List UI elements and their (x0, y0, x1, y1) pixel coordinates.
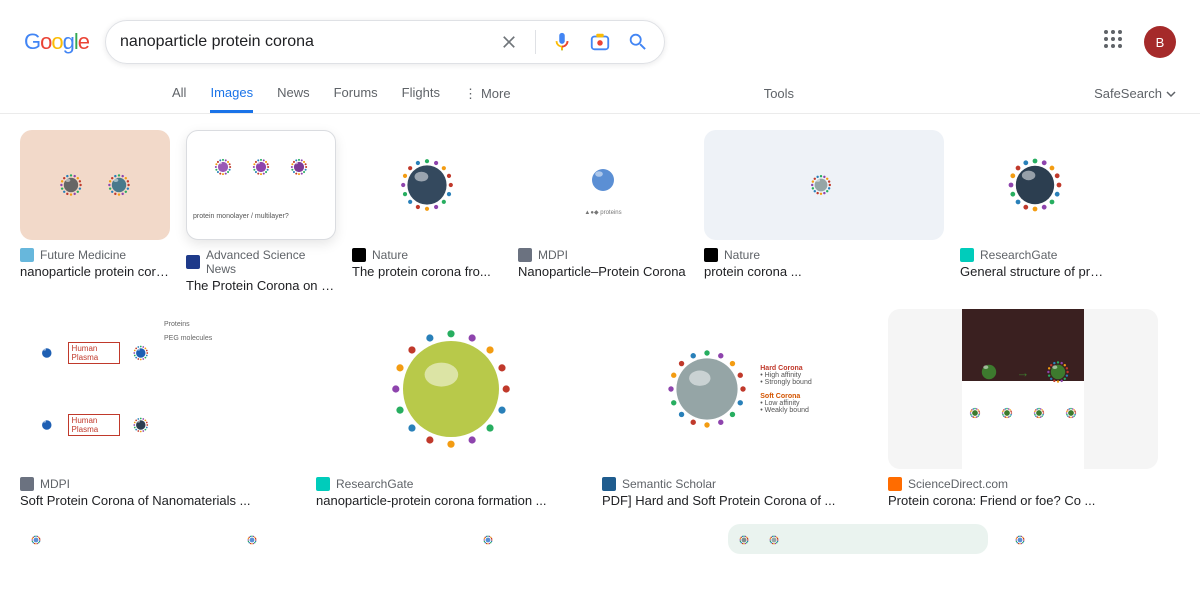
nav-tab-flights[interactable]: Flights (402, 75, 440, 113)
lens-icon[interactable] (588, 30, 612, 54)
result-title: PDF] Hard and Soft Protein Corona of ... (602, 493, 872, 508)
result-title: The protein corona fro... (352, 264, 502, 279)
result-source: ResearchGate (960, 248, 1110, 262)
image-result[interactable] (20, 524, 220, 554)
nav-tab-all[interactable]: All (172, 75, 186, 113)
result-title: Nanoparticle–Protein Corona (518, 264, 688, 279)
nav-tab-news[interactable]: News (277, 75, 310, 113)
source-label: MDPI (40, 477, 70, 491)
voice-search-icon[interactable] (550, 30, 574, 54)
search-input[interactable] (120, 33, 497, 51)
result-thumbnail[interactable] (472, 524, 712, 554)
result-source: MDPI (518, 248, 688, 262)
logo-letter: g (63, 29, 74, 54)
result-thumbnail[interactable] (728, 524, 988, 554)
favicon (316, 477, 330, 491)
logo-letter: G (24, 29, 40, 54)
image-result[interactable]: Hard Corona• High affinity• Strongly bou… (602, 309, 872, 508)
result-title: nanoparticle protein corona ... (20, 264, 170, 279)
image-result[interactable]: Nature protein corona ... (704, 130, 944, 293)
result-thumbnail[interactable]: Hard Corona• High affinity• Strongly bou… (602, 309, 872, 469)
source-label: ResearchGate (336, 477, 413, 491)
more-label: More (481, 86, 511, 101)
result-thumbnail[interactable] (316, 309, 586, 469)
favicon (704, 248, 718, 262)
result-thumbnail[interactable]: → (888, 309, 1158, 469)
image-result[interactable]: protein monolayer / multilayer? Advanced… (186, 130, 336, 293)
source-label: Nature (372, 248, 408, 262)
result-source: ScienceDirect.com (888, 477, 1158, 491)
favicon (20, 477, 34, 491)
result-title: nanoparticle-protein corona formation ..… (316, 493, 586, 508)
logo-letter: o (51, 29, 62, 54)
apps-icon[interactable] (1104, 30, 1128, 54)
safesearch-toggle[interactable]: SafeSearch (1094, 86, 1176, 101)
result-title: The Protein Corona on N... (186, 278, 336, 293)
source-label: Semantic Scholar (622, 477, 716, 491)
image-result[interactable] (472, 524, 712, 554)
image-result[interactable] (728, 524, 988, 554)
result-thumbnail[interactable] (960, 130, 1110, 240)
google-logo[interactable]: Google (24, 29, 89, 55)
favicon (888, 477, 902, 491)
clear-icon[interactable] (497, 30, 521, 54)
result-thumbnail[interactable]: Human Plasma ProteinsPEG molecules Human… (20, 309, 300, 469)
tools-toggle[interactable]: Tools (764, 86, 794, 101)
logo-letter: e (78, 29, 89, 54)
source-label: Future Medicine (40, 248, 126, 262)
image-result[interactable]: Human Plasma ProteinsPEG molecules Human… (20, 309, 300, 508)
search-icon[interactable] (626, 30, 650, 54)
chevron-down-icon (1166, 89, 1176, 99)
result-thumbnail[interactable] (236, 524, 456, 554)
result-thumbnail[interactable] (704, 130, 944, 240)
nav-tabs: All Images News Forums Flights ⋮More Tools S… (0, 74, 1200, 114)
result-thumbnail[interactable]: protein monolayer / multilayer? (186, 130, 336, 240)
safesearch-label: SafeSearch (1094, 86, 1162, 101)
nav-tab-forums[interactable]: Forums (334, 75, 378, 113)
favicon (186, 255, 200, 269)
result-source: Semantic Scholar (602, 477, 872, 491)
result-thumbnail[interactable] (1004, 524, 1164, 554)
favicon (20, 248, 34, 262)
result-thumbnail[interactable] (20, 524, 220, 554)
divider (535, 30, 536, 54)
nav-tab-images[interactable]: Images (210, 75, 253, 113)
image-result[interactable] (236, 524, 456, 554)
result-thumbnail[interactable] (352, 130, 502, 240)
more-menu[interactable]: ⋮More (464, 86, 511, 102)
avatar[interactable]: B (1144, 26, 1176, 58)
result-source: Nature (352, 248, 502, 262)
result-title: General structure of prot... (960, 264, 1110, 279)
result-title: protein corona ... (704, 264, 944, 279)
result-source: Advanced Science News (186, 248, 336, 276)
source-label: Advanced Science News (206, 248, 336, 276)
search-bar (105, 20, 665, 64)
image-result[interactable] (1004, 524, 1164, 554)
favicon (602, 477, 616, 491)
favicon (518, 248, 532, 262)
result-source: Nature (704, 248, 944, 262)
logo-letter: o (40, 29, 51, 54)
source-label: ScienceDirect.com (908, 477, 1008, 491)
favicon (352, 248, 366, 262)
source-label: Nature (724, 248, 760, 262)
favicon (960, 248, 974, 262)
result-source: Future Medicine (20, 248, 170, 262)
result-title: Protein corona: Friend or foe? Co ... (888, 493, 1158, 508)
source-label: ResearchGate (980, 248, 1057, 262)
image-result[interactable]: ResearchGate nanoparticle-protein corona… (316, 309, 586, 508)
result-source: ResearchGate (316, 477, 586, 491)
result-title: Soft Protein Corona of Nanomaterials ... (20, 493, 300, 508)
source-label: MDPI (538, 248, 568, 262)
image-result[interactable]: → ScienceDirect.com Protein corona: Frie… (888, 309, 1158, 508)
image-result[interactable]: Future Medicine nanoparticle protein cor… (20, 130, 170, 293)
image-result[interactable]: ▲●◆ proteins MDPI Nanoparticle–Protein C… (518, 130, 688, 293)
image-result[interactable]: ResearchGate General structure of prot..… (960, 130, 1110, 293)
result-source: MDPI (20, 477, 300, 491)
image-result[interactable]: Nature The protein corona fro... (352, 130, 502, 293)
result-thumbnail[interactable]: ▲●◆ proteins (518, 130, 688, 240)
result-thumbnail[interactable] (20, 130, 170, 240)
